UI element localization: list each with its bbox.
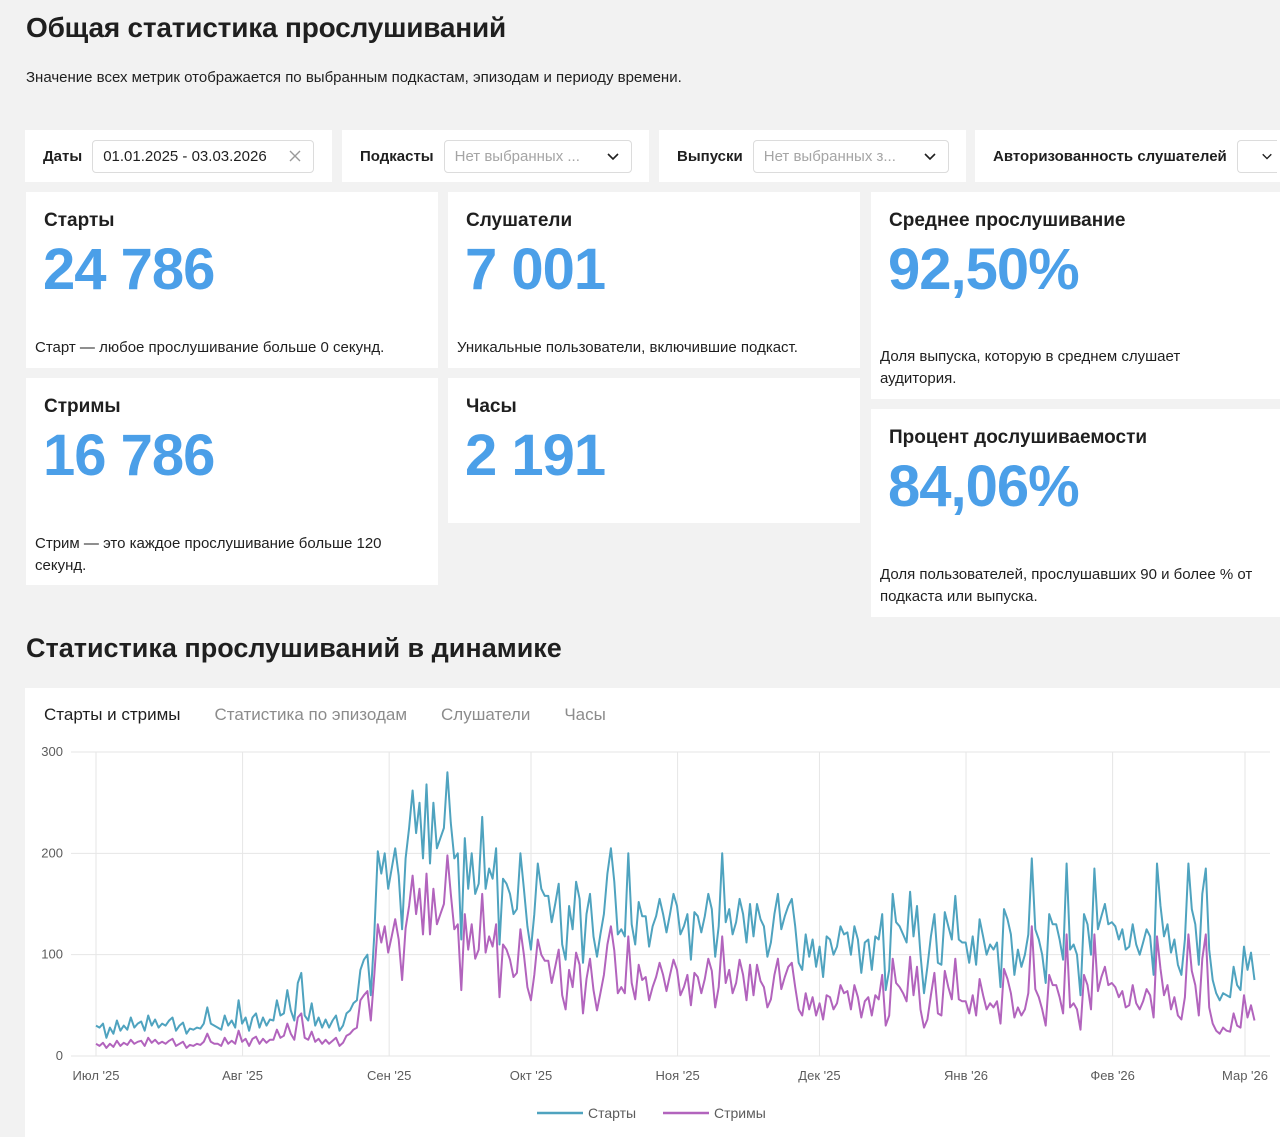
metric-value: 24 786 bbox=[43, 237, 215, 302]
legend-label: Старты bbox=[588, 1105, 636, 1121]
metric-value: 84,06% bbox=[888, 454, 1080, 519]
metric-card-streams: Стримы 16 786 Стрим — это каждое прослуш… bbox=[26, 378, 438, 585]
tab-listeners[interactable]: Слушатели bbox=[441, 705, 531, 724]
metric-title: Часы bbox=[466, 396, 517, 417]
x-tick-label: Окт '25 bbox=[510, 1068, 552, 1083]
metric-value: 7 001 bbox=[465, 237, 606, 302]
podcasts-placeholder: Нет выбранных ... bbox=[454, 147, 580, 165]
tab-episodes[interactable]: Статистика по эпизодам bbox=[214, 705, 408, 724]
metric-card-completion: Процент дослушиваемости 84,06% Доля поль… bbox=[871, 409, 1280, 617]
section-title: Статистика прослушиваний в динамике bbox=[26, 633, 562, 663]
filter-podcasts-label: Подкасты bbox=[360, 147, 434, 165]
metric-value: 16 786 bbox=[43, 423, 215, 488]
auth-select[interactable] bbox=[1236, 139, 1277, 173]
y-tick-label: 100 bbox=[41, 947, 63, 962]
y-tick-label: 300 bbox=[41, 744, 63, 759]
metric-title: Слушатели bbox=[466, 210, 573, 231]
filter-episodes-label: Выпуски bbox=[677, 147, 743, 165]
x-tick-label: Июл '25 bbox=[73, 1068, 120, 1083]
metric-description: Уникальные пользователи, включившие подк… bbox=[457, 339, 798, 356]
episodes-select[interactable]: Нет выбранных з... bbox=[752, 139, 949, 173]
metric-card-listeners: Слушатели 7 001 Уникальные пользователи,… bbox=[448, 192, 860, 368]
metric-description: Доля выпуска, которую в среднем слушает … bbox=[880, 348, 1181, 387]
metric-title: Стримы bbox=[44, 396, 121, 417]
page-title: Общая статистика прослушиваний bbox=[26, 12, 506, 43]
metric-title: Старты bbox=[44, 210, 115, 231]
metric-value: 2 191 bbox=[465, 423, 606, 488]
chevron-down-icon bbox=[1259, 148, 1275, 164]
tab-hours[interactable]: Часы bbox=[564, 705, 606, 724]
filter-podcasts: Подкасты Нет выбранных ... bbox=[342, 130, 649, 182]
tab-starts-streams[interactable]: Старты и стримы bbox=[44, 705, 181, 724]
metric-card-avg-listen: Среднее прослушивание 92,50% Доля выпуск… bbox=[871, 192, 1280, 399]
date-range-value: 01.01.2025 - 03.03.2026 bbox=[103, 147, 267, 165]
metric-card-hours: Часы 2 191 bbox=[448, 378, 860, 523]
chevron-down-icon bbox=[605, 148, 621, 164]
metric-title: Процент дослушиваемости bbox=[889, 427, 1148, 448]
series-line-starts bbox=[95, 771, 1256, 1039]
filter-dates-label: Даты bbox=[43, 147, 83, 165]
filter-auth: Авторизованность слушателей bbox=[975, 130, 1280, 182]
x-tick-label: Авг '25 bbox=[222, 1068, 263, 1083]
x-tick-label: Сен '25 bbox=[367, 1068, 411, 1083]
metric-description: Старт — любое прослушивание больше 0 сек… bbox=[35, 339, 385, 356]
x-tick-label: Янв '26 bbox=[944, 1068, 988, 1083]
y-tick-label: 0 bbox=[56, 1048, 63, 1063]
filter-auth-label: Авторизованность слушателей bbox=[993, 147, 1227, 165]
page-subtitle: Значение всех метрик отображается по выб… bbox=[26, 69, 682, 86]
filter-dates: Даты 01.01.2025 - 03.03.2026 bbox=[25, 130, 332, 182]
metric-description: Стрим — это каждое прослушивание больше … bbox=[35, 535, 382, 574]
chart-tabs: Старты и стримы Статистика по эпизодам С… bbox=[44, 705, 606, 725]
line-chart: 0 100 200 300 Июл '25 Авг '25 Сен '25 Окт '25 Но… bbox=[41, 744, 1270, 1121]
metric-description: Доля пользователей, прослушавших 90 и бо… bbox=[880, 566, 1253, 605]
y-tick-label: 200 bbox=[41, 845, 63, 860]
x-tick-label: Дек '25 bbox=[798, 1068, 840, 1083]
filter-episodes: Выпуски Нет выбранных з... bbox=[659, 130, 966, 182]
chart-panel: Старты и стримы Статистика по эпизодам С… bbox=[25, 688, 1280, 1137]
x-tick-label: Ноя '25 bbox=[655, 1068, 699, 1083]
x-tick-label: Мар '26 bbox=[1222, 1068, 1268, 1083]
episodes-placeholder: Нет выбранных з... bbox=[763, 147, 896, 165]
x-tick-label: Фев '26 bbox=[1090, 1068, 1135, 1083]
metric-title: Среднее прослушивание bbox=[889, 210, 1126, 231]
metric-card-starts: Старты 24 786 Старт — любое прослушивани… bbox=[26, 192, 438, 368]
metric-value: 92,50% bbox=[888, 237, 1080, 302]
podcasts-select[interactable]: Нет выбранных ... bbox=[443, 139, 632, 173]
clear-icon[interactable] bbox=[287, 148, 303, 164]
series-line-streams bbox=[95, 854, 1256, 1049]
legend-label: Стримы bbox=[714, 1105, 766, 1121]
chevron-down-icon bbox=[922, 148, 938, 164]
date-range-input[interactable]: 01.01.2025 - 03.03.2026 bbox=[92, 139, 315, 173]
